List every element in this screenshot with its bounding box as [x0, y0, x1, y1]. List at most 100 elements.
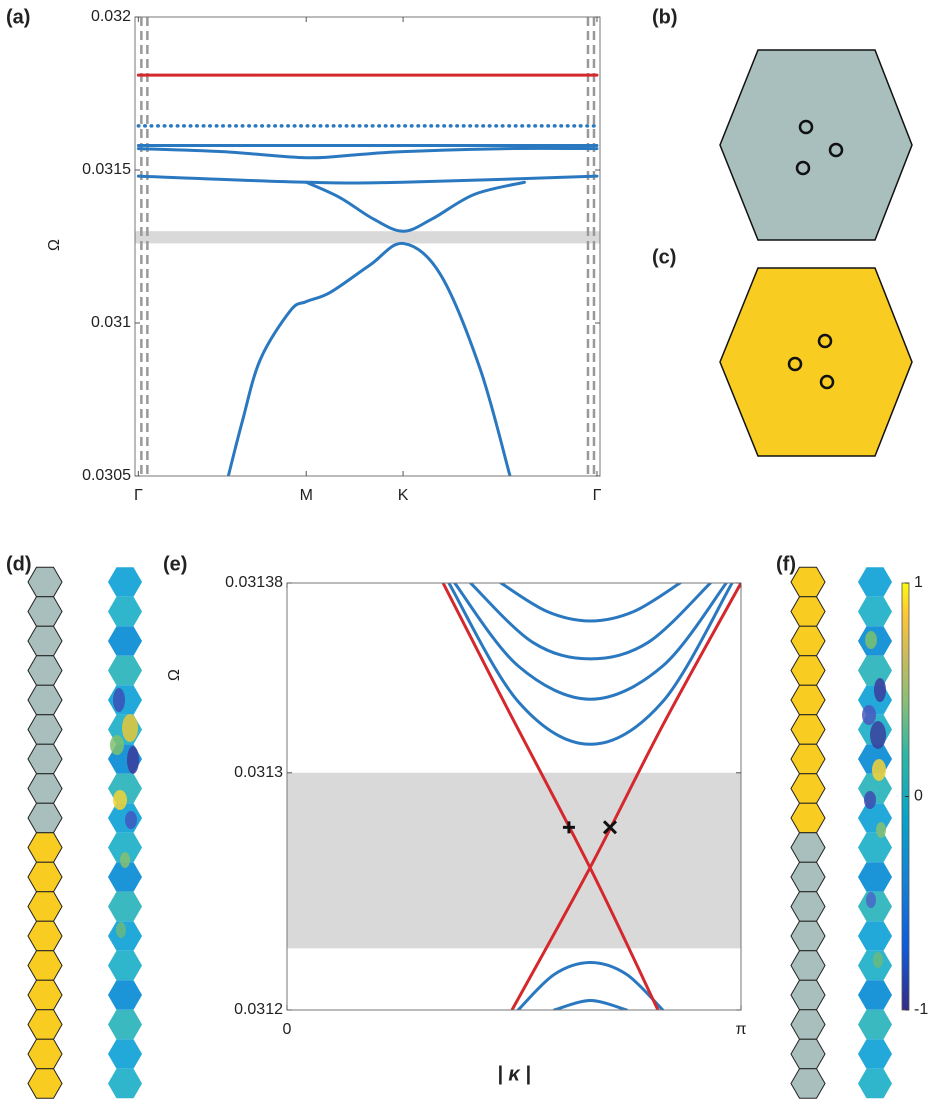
field-spot [873, 952, 883, 968]
hexagon [790, 625, 826, 657]
band-gap [287, 772, 741, 949]
hexagon [790, 655, 826, 686]
x-tick-label: π [735, 1021, 746, 1038]
x-tick-label: 0 [283, 1021, 292, 1038]
hexagon [790, 1009, 826, 1040]
panel-label: (a) [6, 6, 30, 28]
field-cell [857, 862, 893, 892]
band-line [226, 241, 512, 476]
hole [798, 119, 814, 135]
hexagon [790, 566, 826, 598]
hexagon [790, 891, 826, 922]
field-cell [857, 567, 893, 597]
x-axis-label: | κ | [497, 1063, 531, 1085]
field-cell [857, 921, 893, 951]
hexagon [790, 832, 826, 863]
field-spot [864, 791, 876, 809]
hexagon [790, 743, 826, 775]
y-tick-label: 0.0305 [82, 467, 131, 484]
hexagon [27, 566, 63, 598]
hexagon [790, 773, 826, 804]
panel-label: (c) [652, 246, 676, 268]
field-spot [120, 852, 130, 868]
plot-area [287, 583, 741, 1010]
band-line [499, 583, 682, 623]
hexagon [719, 267, 913, 457]
field-cell [107, 832, 143, 863]
y-axis-label: Ω [166, 669, 183, 681]
y-tick-label: 0.032 [91, 8, 131, 25]
hole [819, 374, 835, 390]
hexagon [27, 684, 63, 716]
y-axis-label: Ω [46, 239, 63, 251]
x-tick-label: Γ [593, 487, 602, 504]
axes-box [286, 582, 742, 1011]
hexagon [790, 950, 826, 981]
unit-cell-c [719, 267, 913, 457]
hexagon [27, 891, 63, 922]
y-tick-label: 0.03138 [225, 574, 283, 591]
field-spot [872, 759, 886, 781]
band-line [447, 583, 734, 746]
marker [562, 821, 575, 834]
field-spot [122, 714, 138, 742]
x-tick-label: Γ [134, 487, 143, 504]
hexagon [27, 743, 63, 775]
hexagon [719, 49, 913, 241]
y-tick-label: 0.0313 [234, 764, 283, 781]
field-spot [116, 922, 126, 938]
panel-label: (e) [163, 553, 187, 575]
hexagon [790, 802, 826, 834]
hole [787, 356, 803, 372]
x-tick-label: K [398, 487, 409, 504]
field-cell [857, 1009, 893, 1040]
y-tick-label: 0.031 [91, 314, 131, 331]
hexagon [27, 920, 63, 952]
field-cell [857, 1039, 893, 1069]
field-cell [107, 980, 143, 1010]
field-spot [125, 811, 137, 829]
field-cell [107, 862, 143, 892]
hexagon [790, 920, 826, 952]
panel-label: (f) [776, 553, 796, 575]
band-line [510, 583, 741, 1010]
band-line [552, 999, 629, 1010]
field-cell [107, 1009, 143, 1040]
field-spot [865, 631, 877, 649]
hexagon [27, 1068, 63, 1099]
band-gap [135, 231, 600, 244]
hexagon [27, 979, 63, 1011]
field-cell [857, 803, 893, 833]
field-spot [110, 735, 124, 755]
hexagon [790, 684, 826, 716]
field-cell [107, 950, 143, 981]
y-tick-label: 0.0315 [82, 161, 131, 178]
marker-stroke [602, 820, 618, 835]
hole [795, 160, 811, 176]
band-line [469, 583, 712, 661]
hexagon [27, 802, 63, 834]
panel-label: (b) [652, 6, 678, 28]
field-spot [113, 688, 125, 712]
hexagon [790, 861, 826, 893]
hexagon [790, 979, 826, 1011]
unit-cell-b [719, 49, 913, 241]
band-line [304, 180, 526, 233]
colorbar-tick-label: 0 [914, 788, 923, 805]
field-spot [113, 790, 127, 810]
hexagon [27, 1038, 63, 1070]
field-cell [107, 891, 143, 922]
field-spot [866, 892, 876, 908]
axes-box [134, 16, 601, 477]
field-cell [107, 626, 143, 656]
hexagon [790, 1038, 826, 1070]
band-line [136, 146, 599, 160]
field-spot [876, 822, 886, 838]
plot-area [135, 17, 600, 476]
field-cell [107, 567, 143, 597]
band-line [136, 174, 599, 185]
field-cell [857, 655, 893, 686]
hexagon [790, 596, 826, 627]
field-cell [857, 1068, 893, 1099]
